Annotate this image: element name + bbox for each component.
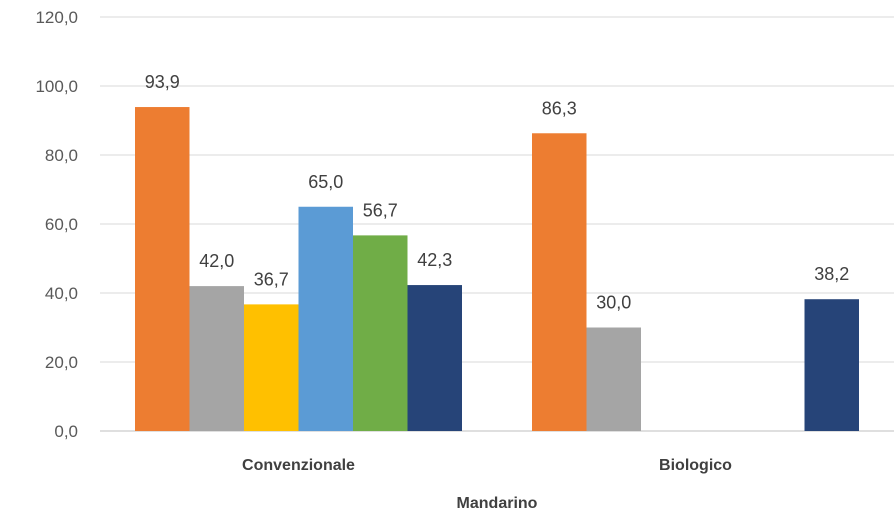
data-label: 56,7 <box>363 200 398 220</box>
data-label: 36,7 <box>254 269 289 289</box>
y-tick-label: 20,0 <box>45 353 78 372</box>
bar <box>532 133 587 431</box>
category-label: Convenzionale <box>242 457 355 474</box>
data-label: 42,3 <box>417 250 452 270</box>
data-label: 38,2 <box>814 264 849 284</box>
y-tick-label: 100,0 <box>35 77 78 96</box>
bar <box>804 299 859 431</box>
y-axis-tick-labels: 0,0 20,0 40,0 60,0 80,0 100,0 120,0 <box>35 8 78 441</box>
bar <box>189 286 244 431</box>
bar <box>298 206 353 431</box>
category-label: Biologico <box>659 457 732 474</box>
y-tick-label: 80,0 <box>45 146 78 165</box>
y-tick-label: 0,0 <box>54 422 78 441</box>
data-label: 65,0 <box>308 172 343 192</box>
y-tick-label: 60,0 <box>45 215 78 234</box>
data-labels: 93,9 42,0 36,7 65,0 56,7 42,3 86,3 30,0 38,2 <box>145 72 850 312</box>
data-label: 93,9 <box>145 72 180 92</box>
bar <box>353 235 408 431</box>
bar <box>407 285 462 431</box>
data-label: 86,3 <box>542 98 577 118</box>
data-label: 30,0 <box>596 293 631 313</box>
y-tick-label: 40,0 <box>45 284 78 303</box>
y-tick-label: 120,0 <box>35 8 78 27</box>
bars <box>135 107 859 432</box>
bar <box>586 327 641 431</box>
bar <box>135 107 190 432</box>
x-axis-title: Mandarino <box>457 495 538 512</box>
data-label: 42,0 <box>199 251 234 271</box>
bar <box>244 304 299 431</box>
category-labels: Convenzionale Biologico <box>242 457 732 474</box>
